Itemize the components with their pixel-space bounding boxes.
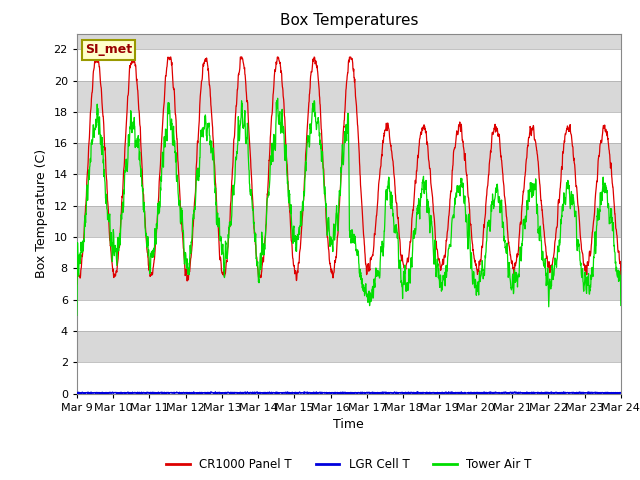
Text: SI_met: SI_met	[85, 43, 132, 56]
CR1000 Panel T	[225, 230, 232, 236]
CR1000 Panel T	[617, 281, 625, 287]
Tower Air T	[507, 285, 515, 291]
Title: Box Temperatures: Box Temperatures	[280, 13, 418, 28]
Line: CR1000 Panel T: CR1000 Panel T	[77, 57, 621, 284]
LGR Cell T	[570, 390, 577, 396]
Line: LGR Cell T: LGR Cell T	[77, 392, 621, 394]
LGR Cell T	[244, 389, 252, 395]
Bar	[77, 112, 621, 143]
CR1000 Panel T	[73, 281, 81, 287]
Bar	[77, 49, 621, 81]
LGR Cell T	[225, 389, 232, 395]
Tower Air T	[365, 289, 372, 295]
Bar	[77, 362, 621, 394]
Tower Air T	[73, 312, 81, 318]
LGR Cell T	[617, 390, 625, 396]
X-axis label: Time: Time	[333, 418, 364, 431]
Tower Air T	[617, 302, 625, 308]
Bar	[77, 237, 621, 268]
LGR Cell T	[377, 390, 385, 396]
Line: Tower Air T: Tower Air T	[77, 98, 621, 315]
Legend: CR1000 Panel T, LGR Cell T, Tower Air T: CR1000 Panel T, LGR Cell T, Tower Air T	[161, 454, 536, 476]
Tower Air T	[584, 283, 592, 288]
Tower Air T	[376, 254, 384, 260]
CR1000 Panel T	[507, 256, 515, 262]
LGR Cell T	[584, 389, 592, 395]
Bar	[77, 174, 621, 206]
Tower Air T	[569, 192, 577, 197]
LGR Cell T	[73, 390, 81, 396]
CR1000 Panel T	[376, 165, 384, 171]
LGR Cell T	[148, 391, 156, 396]
Bar	[77, 300, 621, 331]
LGR Cell T	[508, 390, 515, 396]
Tower Air T	[274, 96, 282, 101]
Tower Air T	[225, 235, 232, 241]
CR1000 Panel T	[569, 144, 577, 150]
CR1000 Panel T	[584, 262, 592, 267]
CR1000 Panel T	[365, 261, 372, 266]
CR1000 Panel T	[93, 54, 101, 60]
Y-axis label: Box Temperature (C): Box Temperature (C)	[35, 149, 48, 278]
LGR Cell T	[365, 390, 372, 396]
